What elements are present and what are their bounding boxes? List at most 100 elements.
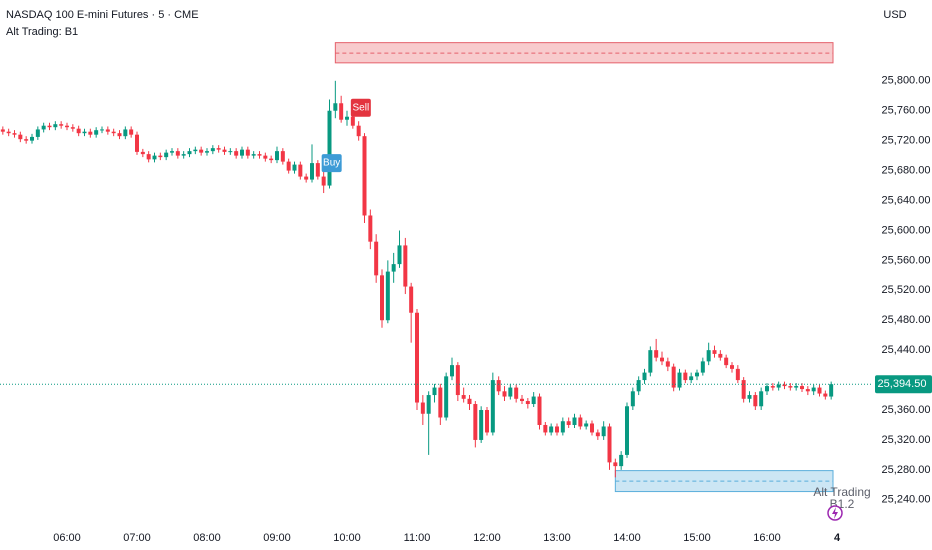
candle-body (181, 154, 186, 156)
candle-body (380, 275, 384, 321)
y-tick-label: 25,440.00 (882, 344, 931, 356)
candle-body (245, 149, 250, 156)
candle-body (531, 396, 536, 405)
candle-body (473, 404, 478, 440)
candle-body (572, 417, 577, 425)
x-tick-label: 15:00 (683, 532, 711, 544)
y-tick-label: 25,360.00 (882, 404, 931, 416)
candle-body (438, 387, 443, 418)
candle-body (362, 136, 367, 216)
candle-body (0, 129, 5, 132)
candle-body (800, 386, 804, 390)
candle-body (35, 129, 40, 137)
candle-body (222, 149, 227, 152)
x-tick-label: 09:00 (263, 532, 291, 544)
candle-body (175, 151, 180, 156)
candle-body (479, 410, 484, 440)
indicator-name: Alt Trading: B1 (6, 26, 78, 38)
candle-body (199, 149, 204, 153)
y-tick-label: 25,320.00 (882, 434, 931, 446)
candle-body (420, 402, 425, 414)
candle-body (782, 384, 787, 387)
candle-body (730, 365, 734, 369)
candle-body (549, 426, 554, 433)
candle-body (671, 366, 676, 388)
candle-body (88, 131, 93, 135)
candle-body (432, 387, 437, 396)
candle-body (636, 380, 641, 392)
candle-body (82, 131, 87, 134)
candle-body (508, 387, 513, 397)
candle-body (455, 365, 460, 396)
candle-body (595, 432, 600, 437)
candle-body (607, 426, 612, 463)
candle-body (665, 361, 670, 367)
y-tick-label: 25,520.00 (882, 284, 931, 296)
candle-body (677, 372, 682, 388)
candle-body (490, 380, 495, 433)
candle-body (350, 116, 355, 126)
candle-body (315, 163, 320, 177)
candle-body (829, 384, 834, 397)
candle-body (94, 130, 99, 135)
candle-body (642, 372, 647, 381)
x-tick-label: 07:00 (123, 532, 151, 544)
candle-body (18, 134, 23, 140)
candle-body (648, 350, 653, 373)
candle-body (129, 129, 134, 135)
candle-body (590, 423, 594, 433)
candle-body (135, 134, 139, 152)
candle-body (152, 155, 157, 160)
candle-body (403, 245, 408, 287)
candle-body (660, 357, 664, 362)
candle-body (689, 376, 694, 381)
candle-body (805, 389, 810, 392)
signal-box (321, 154, 342, 173)
y-tick-label: 25,640.00 (882, 194, 931, 206)
alert-bolt (832, 507, 838, 519)
x-tick-label: 06:00 (53, 532, 81, 544)
candle-body (765, 386, 769, 392)
y-tick-label: 25,760.00 (882, 105, 931, 117)
candle-body (117, 133, 122, 137)
candle-body (76, 128, 81, 134)
candle-body (170, 151, 174, 153)
candle-body (537, 396, 542, 425)
candle-body (426, 395, 431, 414)
x-tick-label: 14:00 (613, 532, 641, 544)
candle-body (613, 462, 618, 467)
candle-body (601, 426, 606, 437)
x-tick-label: 10:00 (333, 532, 361, 544)
candle-body (257, 154, 262, 156)
last-price-label: 25,394.50 (878, 378, 927, 390)
candle-body (100, 129, 104, 131)
candle-body (6, 131, 11, 134)
candle-body (59, 124, 64, 126)
candle-body (566, 421, 571, 425)
candle-body (502, 391, 507, 397)
candle-body (712, 350, 717, 354)
candle-body (356, 125, 361, 137)
candle-body (485, 410, 489, 433)
candle-body (385, 271, 390, 321)
candle-body (310, 163, 314, 180)
candle-body (286, 161, 291, 171)
candle-body (158, 155, 163, 158)
last-price-box (875, 375, 932, 394)
candle-body (123, 129, 128, 137)
candle-body (724, 357, 729, 366)
candle-body (811, 387, 816, 392)
candle-body (304, 176, 309, 180)
candle-body (706, 350, 711, 362)
candle-body (630, 391, 635, 407)
candle-body (105, 129, 110, 132)
watermark-line1: Alt Trading (813, 485, 870, 499)
candle-body (280, 151, 285, 162)
candle-body (584, 423, 589, 427)
candle-body (205, 151, 209, 153)
candle-body (228, 151, 233, 153)
candle-body (735, 368, 740, 381)
x-tick-label: 16:00 (753, 532, 781, 544)
y-tick-label: 25,240.00 (882, 494, 931, 506)
candle-body (12, 133, 17, 135)
